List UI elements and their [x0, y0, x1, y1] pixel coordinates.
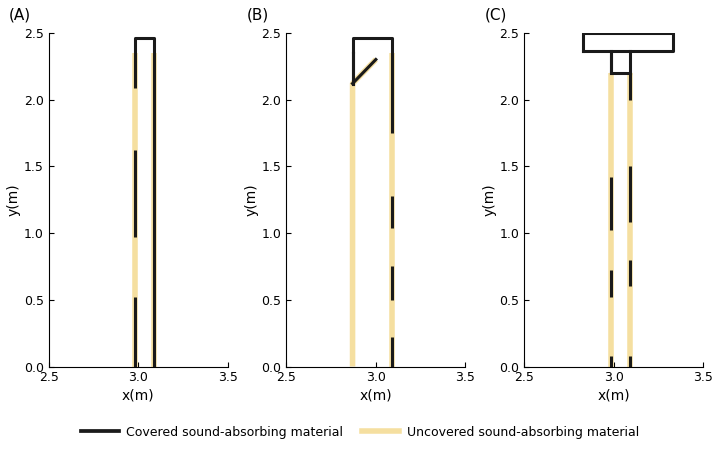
- Text: (C): (C): [485, 8, 507, 22]
- Text: (B): (B): [247, 8, 269, 22]
- X-axis label: x(m): x(m): [122, 388, 155, 403]
- Y-axis label: y(m): y(m): [482, 183, 496, 216]
- Text: (A): (A): [9, 8, 31, 22]
- X-axis label: x(m): x(m): [359, 388, 392, 403]
- Y-axis label: y(m): y(m): [245, 183, 258, 216]
- Y-axis label: y(m): y(m): [7, 183, 21, 216]
- X-axis label: x(m): x(m): [597, 388, 630, 403]
- Legend: Covered sound-absorbing material, Uncovered sound-absorbing material: Covered sound-absorbing material, Uncove…: [76, 421, 644, 444]
